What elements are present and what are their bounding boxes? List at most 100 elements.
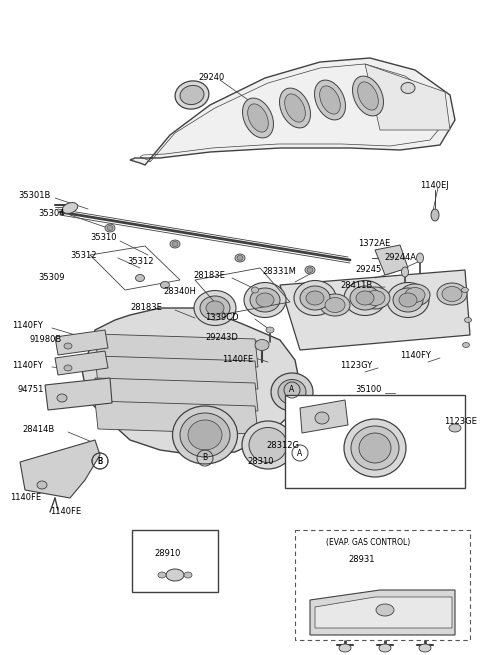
Ellipse shape [314,80,346,120]
Text: 35309: 35309 [38,274,64,282]
Text: 29240: 29240 [198,73,224,83]
Text: 1123GE: 1123GE [444,417,477,426]
Text: 94751: 94751 [18,386,44,394]
Ellipse shape [419,644,431,652]
Ellipse shape [242,421,294,469]
Text: 1140FY: 1140FY [12,360,43,369]
Ellipse shape [461,288,468,293]
Ellipse shape [399,293,417,307]
Ellipse shape [249,428,287,462]
Ellipse shape [294,280,336,316]
Ellipse shape [442,286,462,301]
Ellipse shape [266,327,274,333]
Polygon shape [130,58,455,165]
Bar [295,530,470,640]
Ellipse shape [350,286,380,310]
Text: 1339CD: 1339CD [205,312,239,322]
Ellipse shape [307,267,313,272]
Ellipse shape [256,293,274,307]
Ellipse shape [417,253,423,263]
Polygon shape [95,378,258,411]
Text: 35312: 35312 [70,252,96,261]
Ellipse shape [351,426,399,470]
Ellipse shape [175,81,209,109]
Ellipse shape [172,406,238,464]
Polygon shape [280,270,470,350]
Polygon shape [95,356,258,389]
Ellipse shape [387,282,429,318]
Ellipse shape [242,98,274,138]
Ellipse shape [405,288,425,303]
Text: B: B [97,457,103,466]
Ellipse shape [235,254,245,262]
Text: 1140FY: 1140FY [12,322,43,331]
Text: 28183E: 28183E [193,272,225,280]
Ellipse shape [57,394,67,402]
Ellipse shape [359,433,391,463]
Text: (EVAP. GAS CONTROL): (EVAP. GAS CONTROL) [326,538,410,548]
Ellipse shape [320,86,340,114]
Polygon shape [55,330,108,355]
Text: 28910: 28910 [155,550,181,559]
Ellipse shape [250,288,280,312]
Ellipse shape [393,288,423,312]
Text: 28331M: 28331M [262,267,296,276]
Ellipse shape [300,286,330,310]
Text: 1140FE: 1140FE [222,356,253,364]
Text: 1123GY: 1123GY [340,360,372,369]
Ellipse shape [352,76,384,116]
Ellipse shape [37,481,47,489]
Text: 28340H: 28340H [163,286,196,295]
Text: 28312G: 28312G [266,441,299,449]
Polygon shape [82,308,300,455]
Ellipse shape [184,572,192,578]
Text: 28310: 28310 [247,457,274,466]
Polygon shape [45,378,112,410]
Polygon shape [375,245,408,275]
Text: 28931: 28931 [348,555,374,563]
Ellipse shape [360,287,390,309]
Polygon shape [365,64,450,130]
Ellipse shape [166,569,184,581]
Ellipse shape [107,225,113,231]
Polygon shape [95,334,258,367]
Text: A: A [289,386,295,394]
Ellipse shape [358,82,378,110]
Ellipse shape [463,343,469,348]
Text: 35310: 35310 [90,233,117,242]
Ellipse shape [449,424,461,432]
Ellipse shape [105,224,115,232]
Ellipse shape [194,291,236,326]
Ellipse shape [62,202,78,214]
Ellipse shape [437,283,467,305]
Text: 1140FE: 1140FE [50,506,81,515]
Ellipse shape [160,282,169,288]
Ellipse shape [237,255,243,261]
Text: 35301B: 35301B [18,191,50,200]
Ellipse shape [255,339,269,350]
Text: 28183E: 28183E [130,303,162,312]
Ellipse shape [339,644,351,652]
Text: 1140EJ: 1140EJ [420,181,449,189]
Ellipse shape [465,318,471,322]
Text: 29244A: 29244A [384,253,416,263]
Ellipse shape [135,274,144,282]
Text: 35312: 35312 [127,257,154,265]
Ellipse shape [271,373,313,411]
Ellipse shape [206,301,224,315]
Ellipse shape [344,419,406,477]
Ellipse shape [172,242,178,246]
Ellipse shape [315,412,329,424]
Polygon shape [315,597,452,628]
Ellipse shape [200,296,230,320]
Text: B: B [97,457,103,466]
Ellipse shape [188,420,222,450]
Text: 35100: 35100 [355,386,382,394]
Ellipse shape [400,284,430,306]
Text: 91980B: 91980B [30,335,62,343]
Polygon shape [20,440,100,498]
Text: 28414B: 28414B [22,426,54,434]
Ellipse shape [344,280,386,316]
Polygon shape [300,400,348,433]
Text: 1140FY: 1140FY [400,350,431,360]
